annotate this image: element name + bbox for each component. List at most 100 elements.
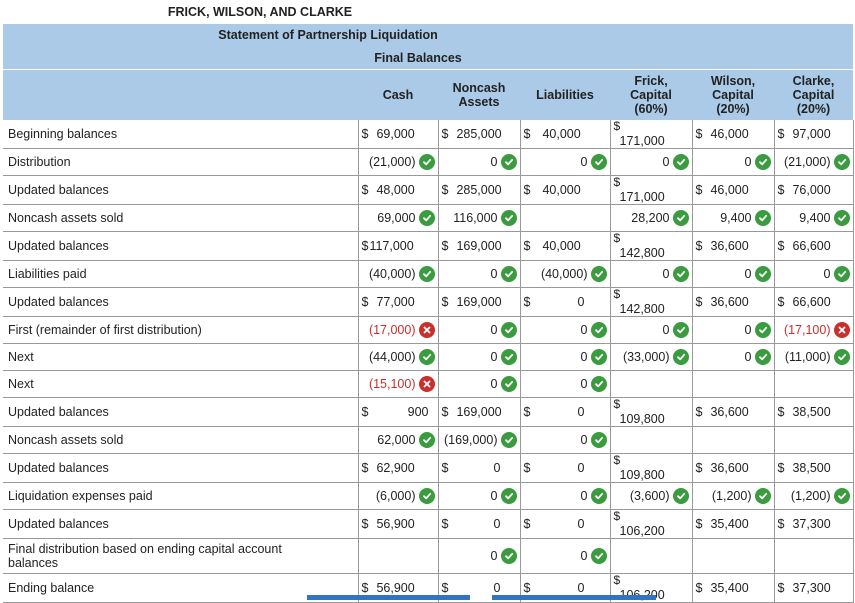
- cell-cash[interactable]: (44,000): [358, 343, 439, 371]
- cell-clarke: $76,000: [774, 175, 854, 205]
- dollar-sign: $: [613, 175, 621, 189]
- cell-cash[interactable]: (40,000): [358, 260, 439, 288]
- cell-liab[interactable]: 0: [520, 148, 611, 176]
- cell-value: 69,000: [377, 211, 416, 225]
- cell-noncash[interactable]: 0: [438, 343, 521, 371]
- cell-liab[interactable]: (40,000): [520, 260, 611, 288]
- dollar-sign: $: [777, 581, 785, 595]
- cell-liab[interactable]: 0: [520, 370, 611, 398]
- cell-wilson[interactable]: 0: [692, 148, 775, 176]
- cell-value: 0: [577, 517, 585, 531]
- check-icon: [754, 349, 771, 365]
- check-icon: [500, 210, 517, 226]
- cell-frick[interactable]: 0: [610, 260, 693, 288]
- cell-noncash[interactable]: 0: [438, 148, 521, 176]
- cell-cash[interactable]: (21,000): [358, 148, 439, 176]
- cell-cash[interactable]: (17,000): [358, 316, 439, 344]
- cell-wilson: [692, 370, 775, 398]
- dollar-sign: $: [523, 295, 531, 309]
- cell-value: 38,500: [792, 461, 831, 475]
- cell-noncash[interactable]: 0: [438, 370, 521, 398]
- dollar-sign: $: [777, 127, 785, 141]
- cell-wilson: $35,400: [692, 573, 775, 603]
- check-icon: [590, 548, 607, 564]
- cell-value: 0: [662, 155, 670, 169]
- cell-value: 56,900: [376, 517, 415, 531]
- cell-value: 0: [577, 461, 585, 475]
- cell-noncash: $169,000: [438, 231, 521, 261]
- cell-liab[interactable]: 0: [520, 426, 611, 454]
- cell-frick: $171,000: [610, 175, 693, 205]
- cell-cash[interactable]: (15,100): [358, 370, 439, 398]
- cell-value: (1,200): [790, 489, 831, 503]
- cell-clarke[interactable]: (21,000): [774, 148, 854, 176]
- cell-wilson: $36,600: [692, 397, 775, 427]
- cell-noncash: $169,000: [438, 397, 521, 427]
- cell-value: 117,000: [369, 239, 414, 253]
- cell-clarke[interactable]: (11,000): [774, 343, 854, 371]
- cell-cash[interactable]: 62,000: [358, 426, 439, 454]
- cell-value: 36,600: [710, 295, 749, 309]
- check-icon: [418, 488, 435, 504]
- cell-wilson[interactable]: 0: [692, 260, 775, 288]
- cell-value: 0: [493, 461, 501, 475]
- cell-clarke[interactable]: (1,200): [774, 482, 854, 510]
- cell-frick: $106,200: [610, 509, 693, 539]
- cell-clarke[interactable]: (17,100): [774, 316, 854, 344]
- cell-wilson[interactable]: 9,400: [692, 204, 775, 232]
- next-button[interactable]: [492, 595, 656, 600]
- dollar-sign: $: [523, 127, 531, 141]
- cell-frick[interactable]: 0: [610, 316, 693, 344]
- cell-value: 62,000: [377, 433, 416, 447]
- cell-liab[interactable]: 0: [520, 316, 611, 344]
- dollar-sign: $: [613, 509, 621, 523]
- cell-clarke[interactable]: 9,400: [774, 204, 854, 232]
- cell-noncash[interactable]: 0: [438, 316, 521, 344]
- check-icon: [672, 322, 689, 338]
- cell-noncash[interactable]: 116,000: [438, 204, 521, 232]
- dollar-sign: $: [441, 581, 449, 595]
- check-icon: [833, 266, 850, 282]
- row-label: Next: [3, 343, 359, 371]
- cell-value: (11,000): [784, 350, 831, 364]
- cell-liab[interactable]: 0: [520, 538, 611, 574]
- cell-wilson[interactable]: 0: [692, 316, 775, 344]
- dollar-sign: $: [523, 183, 531, 197]
- cell-cash[interactable]: (6,000): [358, 482, 439, 510]
- cell-wilson[interactable]: 0: [692, 343, 775, 371]
- cell-noncash[interactable]: 0: [438, 538, 521, 574]
- cell-liab[interactable]: 0: [520, 343, 611, 371]
- row-label: Liquidation expenses paid: [3, 482, 359, 510]
- dollar-sign: $: [523, 461, 531, 475]
- cell-cash[interactable]: 69,000: [358, 204, 439, 232]
- cell-clarke[interactable]: 0: [774, 260, 854, 288]
- cell-noncash[interactable]: 0: [438, 260, 521, 288]
- cell-value: 28,200: [631, 211, 670, 225]
- cell-frick[interactable]: 28,200: [610, 204, 693, 232]
- cell-wilson[interactable]: (1,200): [692, 482, 775, 510]
- check-icon: [672, 349, 689, 365]
- dollar-sign: $: [441, 405, 449, 419]
- cell-noncash[interactable]: (169,000): [438, 426, 521, 454]
- check-icon: [833, 154, 850, 170]
- check-icon: [754, 210, 771, 226]
- dollar-sign: $: [523, 239, 531, 253]
- statement-title: Statement of Partnership Liquidation: [3, 24, 853, 48]
- cell-frick[interactable]: 0: [610, 148, 693, 176]
- cell-value: 66,600: [792, 239, 831, 253]
- back-button[interactable]: [307, 595, 470, 600]
- cell-value: 285,000: [456, 183, 502, 197]
- cell-frick[interactable]: (33,000): [610, 343, 693, 371]
- cell-noncash[interactable]: 0: [438, 482, 521, 510]
- dollar-sign: $: [613, 287, 621, 301]
- cell-value: 0: [580, 433, 588, 447]
- company-title-text: FRICK, WILSON, AND CLARKE: [167, 5, 353, 19]
- check-icon: [590, 322, 607, 338]
- check-icon: [500, 349, 517, 365]
- cell-value: 36,600: [710, 239, 749, 253]
- cell-value: 9,400: [799, 211, 831, 225]
- cell-frick[interactable]: (3,600): [610, 482, 693, 510]
- table-row: Updated balances $62,900 $0 $0 $109,800 $36,6…: [3, 453, 854, 483]
- cell-value: 0: [577, 295, 585, 309]
- cell-liab[interactable]: 0: [520, 482, 611, 510]
